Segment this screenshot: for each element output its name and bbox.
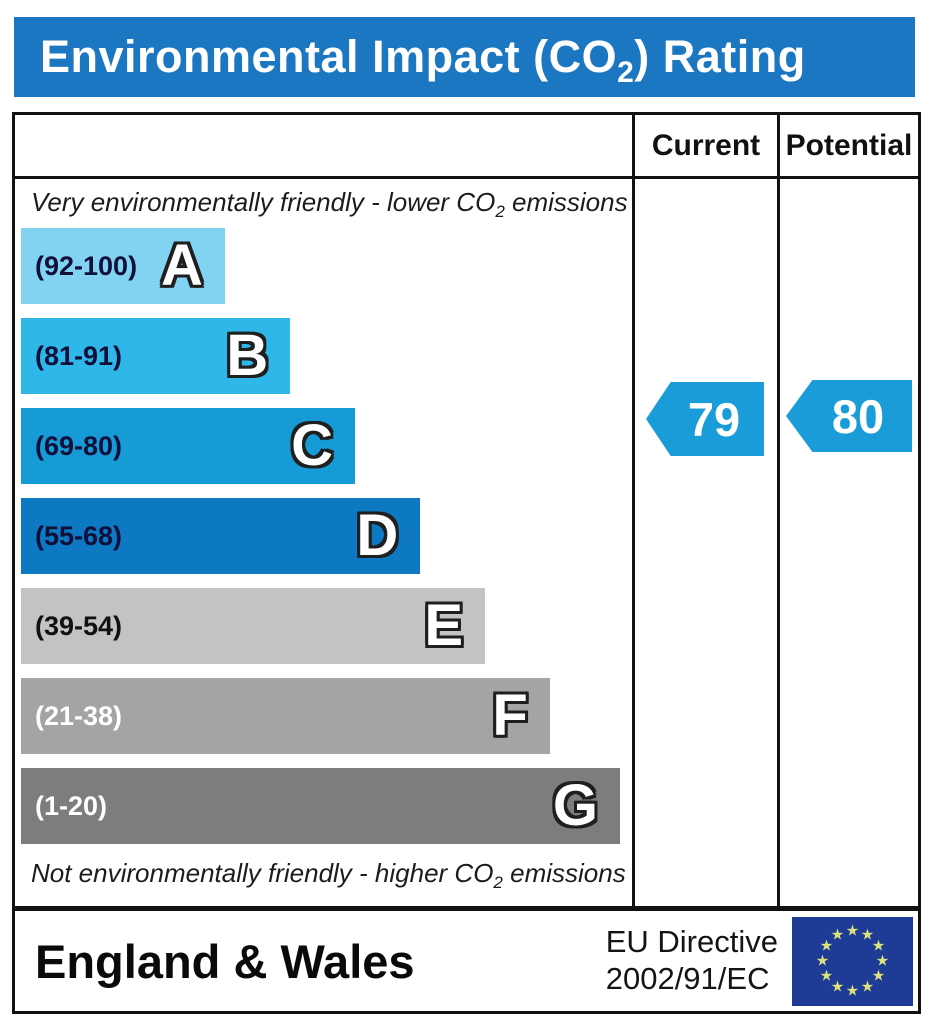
band-letter: D [356,503,399,569]
band-letter: B [226,323,269,389]
eu-star-icon: ★ [875,952,890,970]
header-current: Current [632,115,777,179]
eu-flag-icon: ★ ★ ★ ★ ★ ★ ★ ★ ★ ★ ★ ★ [792,916,913,1006]
bottom-caption: Not environmentally friendly - higher CO… [31,858,626,893]
band-range-label: (1-20) [35,790,108,821]
region-label: England & Wales [35,934,415,988]
band-letter: A [160,233,203,299]
band-letter: G [552,773,598,839]
potential-column: 80 [777,179,918,906]
header-potential: Potential [777,115,918,179]
page-title: Environmental Impact (CO2) Rating [40,31,806,89]
band-range-label: (92-100) [35,250,138,281]
eu-star-icon: ★ [871,937,886,955]
footer-bar: England & Wales EU Directive 2002/91/EC … [12,908,921,1014]
band-range-label: (55-68) [35,520,123,551]
title-bar: Environmental Impact (CO2) Rating [14,17,915,97]
band-list: (92-100) A (81-91) B (69-80) C (55-68) D (39-54)… [21,228,626,845]
band-letter: C [291,413,333,479]
band-letter: F [492,683,528,749]
current-column: 79 [632,179,777,906]
potential-rating-value: 80 [831,389,885,443]
band-range-label: (69-80) [35,430,123,461]
band-bar-F: (21-38) F [21,678,550,755]
band-bar-G: (1-20) G [21,768,620,845]
current-rating-value: 79 [687,392,741,446]
top-caption: Very environmentally friendly - lower CO… [31,187,628,222]
band-range-label: (81-91) [35,340,123,371]
rating-bands-column: Very environmentally friendly - lower CO… [15,179,632,906]
eu-directive-label: EU Directive 2002/91/EC [605,924,778,996]
header-spacer-cell [15,115,632,179]
band-letter: E [424,593,464,659]
band-bar-C: (69-80) C [21,408,355,485]
eu-star-icon: ★ [871,967,886,985]
eu-star-icon: ★ [830,926,845,944]
eu-star-icon: ★ [830,978,845,996]
eu-star-icon: ★ [860,926,875,944]
eu-star-icon: ★ [819,937,834,955]
band-range-label: (21-38) [35,700,123,731]
eu-star-icon: ★ [845,982,860,1000]
eu-star-icon: ★ [815,952,830,970]
potential-rating-arrow: 80 [786,380,912,452]
band-range-label: (39-54) [35,610,123,641]
band-bar-D: (55-68) D [21,498,421,575]
current-rating-arrow: 79 [646,382,764,456]
eu-star-icon: ★ [860,978,875,996]
band-bar-A: (92-100) A [21,228,225,305]
band-bar-B: (81-91) B [21,318,291,395]
band-bar-E: (39-54) E [21,588,486,665]
co2-rating-chart: Current Potential Very environmentally f… [12,112,921,909]
eu-star-icon: ★ [845,922,860,940]
eu-star-icon: ★ [819,967,834,985]
